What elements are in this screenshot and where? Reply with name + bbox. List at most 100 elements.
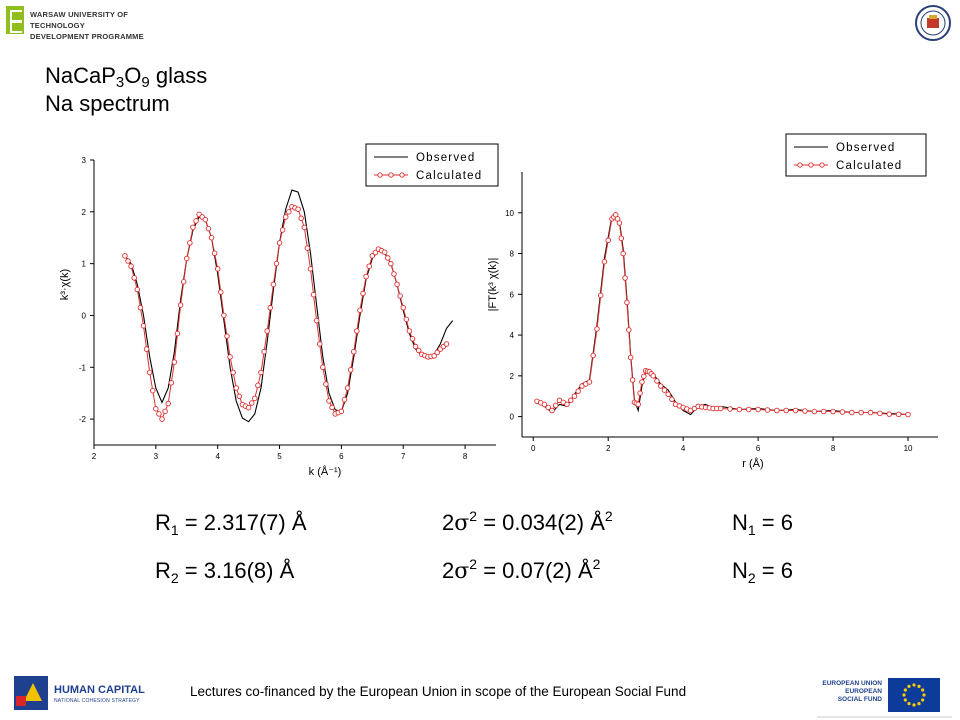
calculated-point [839,409,846,415]
y-tick-label: 4 [510,331,515,340]
calculated-point [171,359,178,365]
y-tick-label: -2 [79,415,87,424]
eu-star [912,703,916,707]
calculated-point [184,255,190,262]
calculated-point [357,307,363,314]
calculated-point [248,400,255,406]
calculated-point [431,353,437,359]
calculated-point [134,286,141,293]
calculated-point [409,336,416,342]
calculated-point [218,289,224,295]
x-tick-label: 7 [401,452,406,461]
calculated-point [264,328,270,334]
calculated-point [221,312,227,319]
eu-star [907,684,911,688]
calculated-point [385,255,391,261]
calculated-point [354,328,360,334]
legend-label-observed: Observed [836,142,895,154]
calculated-point [849,409,855,416]
calculated-point [545,404,551,411]
calculated-point [564,401,570,408]
calculated-point [233,385,239,391]
x-tick-label: 8 [463,452,468,461]
wut-logo-icon [6,6,24,34]
calculated-point [443,341,450,347]
calculated-point [605,237,611,244]
x-tick-label: 4 [681,444,686,453]
y-tick-label: 2 [510,372,515,381]
calculated-point [905,411,911,418]
calculated-point [193,218,199,224]
calculated-point [150,387,156,394]
series-line-calculated [124,205,447,421]
wut-logo-text: WARSAW UNIVERSITY OF TECHNOLOGY DEVELOPM… [30,9,176,42]
calculated-point [650,373,656,379]
calculated-point [286,209,292,215]
calculated-point [626,327,632,333]
calculated-point [792,407,799,414]
calculated-point [156,411,162,417]
calculated-point [811,408,818,415]
eu-star [917,702,921,706]
y-axis-label: |FT(k³ χ(k)| [487,258,499,312]
eu-logo-text: EUROPEAN UNION EUROPEAN SOCIAL FUND [816,680,882,704]
calculated-point [657,383,664,389]
calculated-point [146,369,153,376]
calculated-point [347,367,354,373]
calculated-point [208,234,215,241]
eu-star [922,693,926,697]
university-seal-icon [914,4,952,42]
ft-chart: 0 2 4 6 8 10 0 2 4 6 8 10 r (Å) |FT(k³ χ(k)| Observed C… [482,132,957,477]
calculated-point [627,354,634,361]
human-capital-title: HUMAN CAPITAL [54,684,145,696]
calculated-point [381,249,388,255]
calculated-point [639,379,645,385]
calculated-point [140,323,147,329]
calculated-point [190,224,196,231]
calculated-point [415,347,422,354]
calculated-point [261,348,267,355]
calculated-point [434,349,440,356]
param-n2: N2 = 6 [732,558,793,586]
series-line-observed [536,211,909,416]
calculated-point [877,410,883,417]
calculated-point [295,206,301,212]
x-tick-label: 2 [92,452,97,461]
calculated-point [174,330,181,337]
calculated-point [282,214,289,220]
chi-k-plot: 2 3 4 5 6 7 8 -2 -1 0 1 2 3 k (Å⁻¹) k³·χ(k) Observed Cal… [59,143,499,478]
legend-marker [388,172,394,178]
eu-flag-icon [888,678,940,712]
x-tick-label: 6 [339,452,344,461]
calculated-point [391,271,397,277]
calculated-point [629,377,636,383]
calculated-point [624,299,630,306]
legend-marker [377,172,383,178]
calculated-point [858,409,864,416]
x-tick-label: 0 [531,444,536,453]
eu-star [907,702,911,706]
y-tick-label: 2 [82,208,87,217]
param-sigma2: 2σ2 = 0.07(2) Å2 [442,556,601,584]
programme-name: DEVELOPMENT PROGRAMME [30,32,144,41]
human-capital-logo: HUMAN CAPITAL NATIONAL COHESION STRATEGY [14,676,174,710]
calculated-point [590,352,596,359]
calculated-point [635,401,641,408]
eu-star [902,693,906,697]
calculated-point [168,380,175,386]
calculated-point [366,263,372,269]
calculated-point [180,279,187,285]
title-line-1: NaCaP3O9 glass [45,63,208,91]
legend-marker [819,162,825,168]
calculated-point [665,391,671,397]
x-axis-label: r (Å) [742,457,763,470]
ft-plot: 0 2 4 6 8 10 0 2 4 6 8 10 r (Å) |FT(k³ χ(k)| Observed C… [487,133,938,470]
calculated-point [301,224,308,231]
calculated-point [320,364,326,371]
legend-label-calculated: Calculated [836,160,902,172]
eu-star [912,683,916,687]
divider [817,716,952,718]
eu-star [917,684,921,688]
calculated-point [338,408,345,415]
x-tick-label: 2 [606,444,611,453]
